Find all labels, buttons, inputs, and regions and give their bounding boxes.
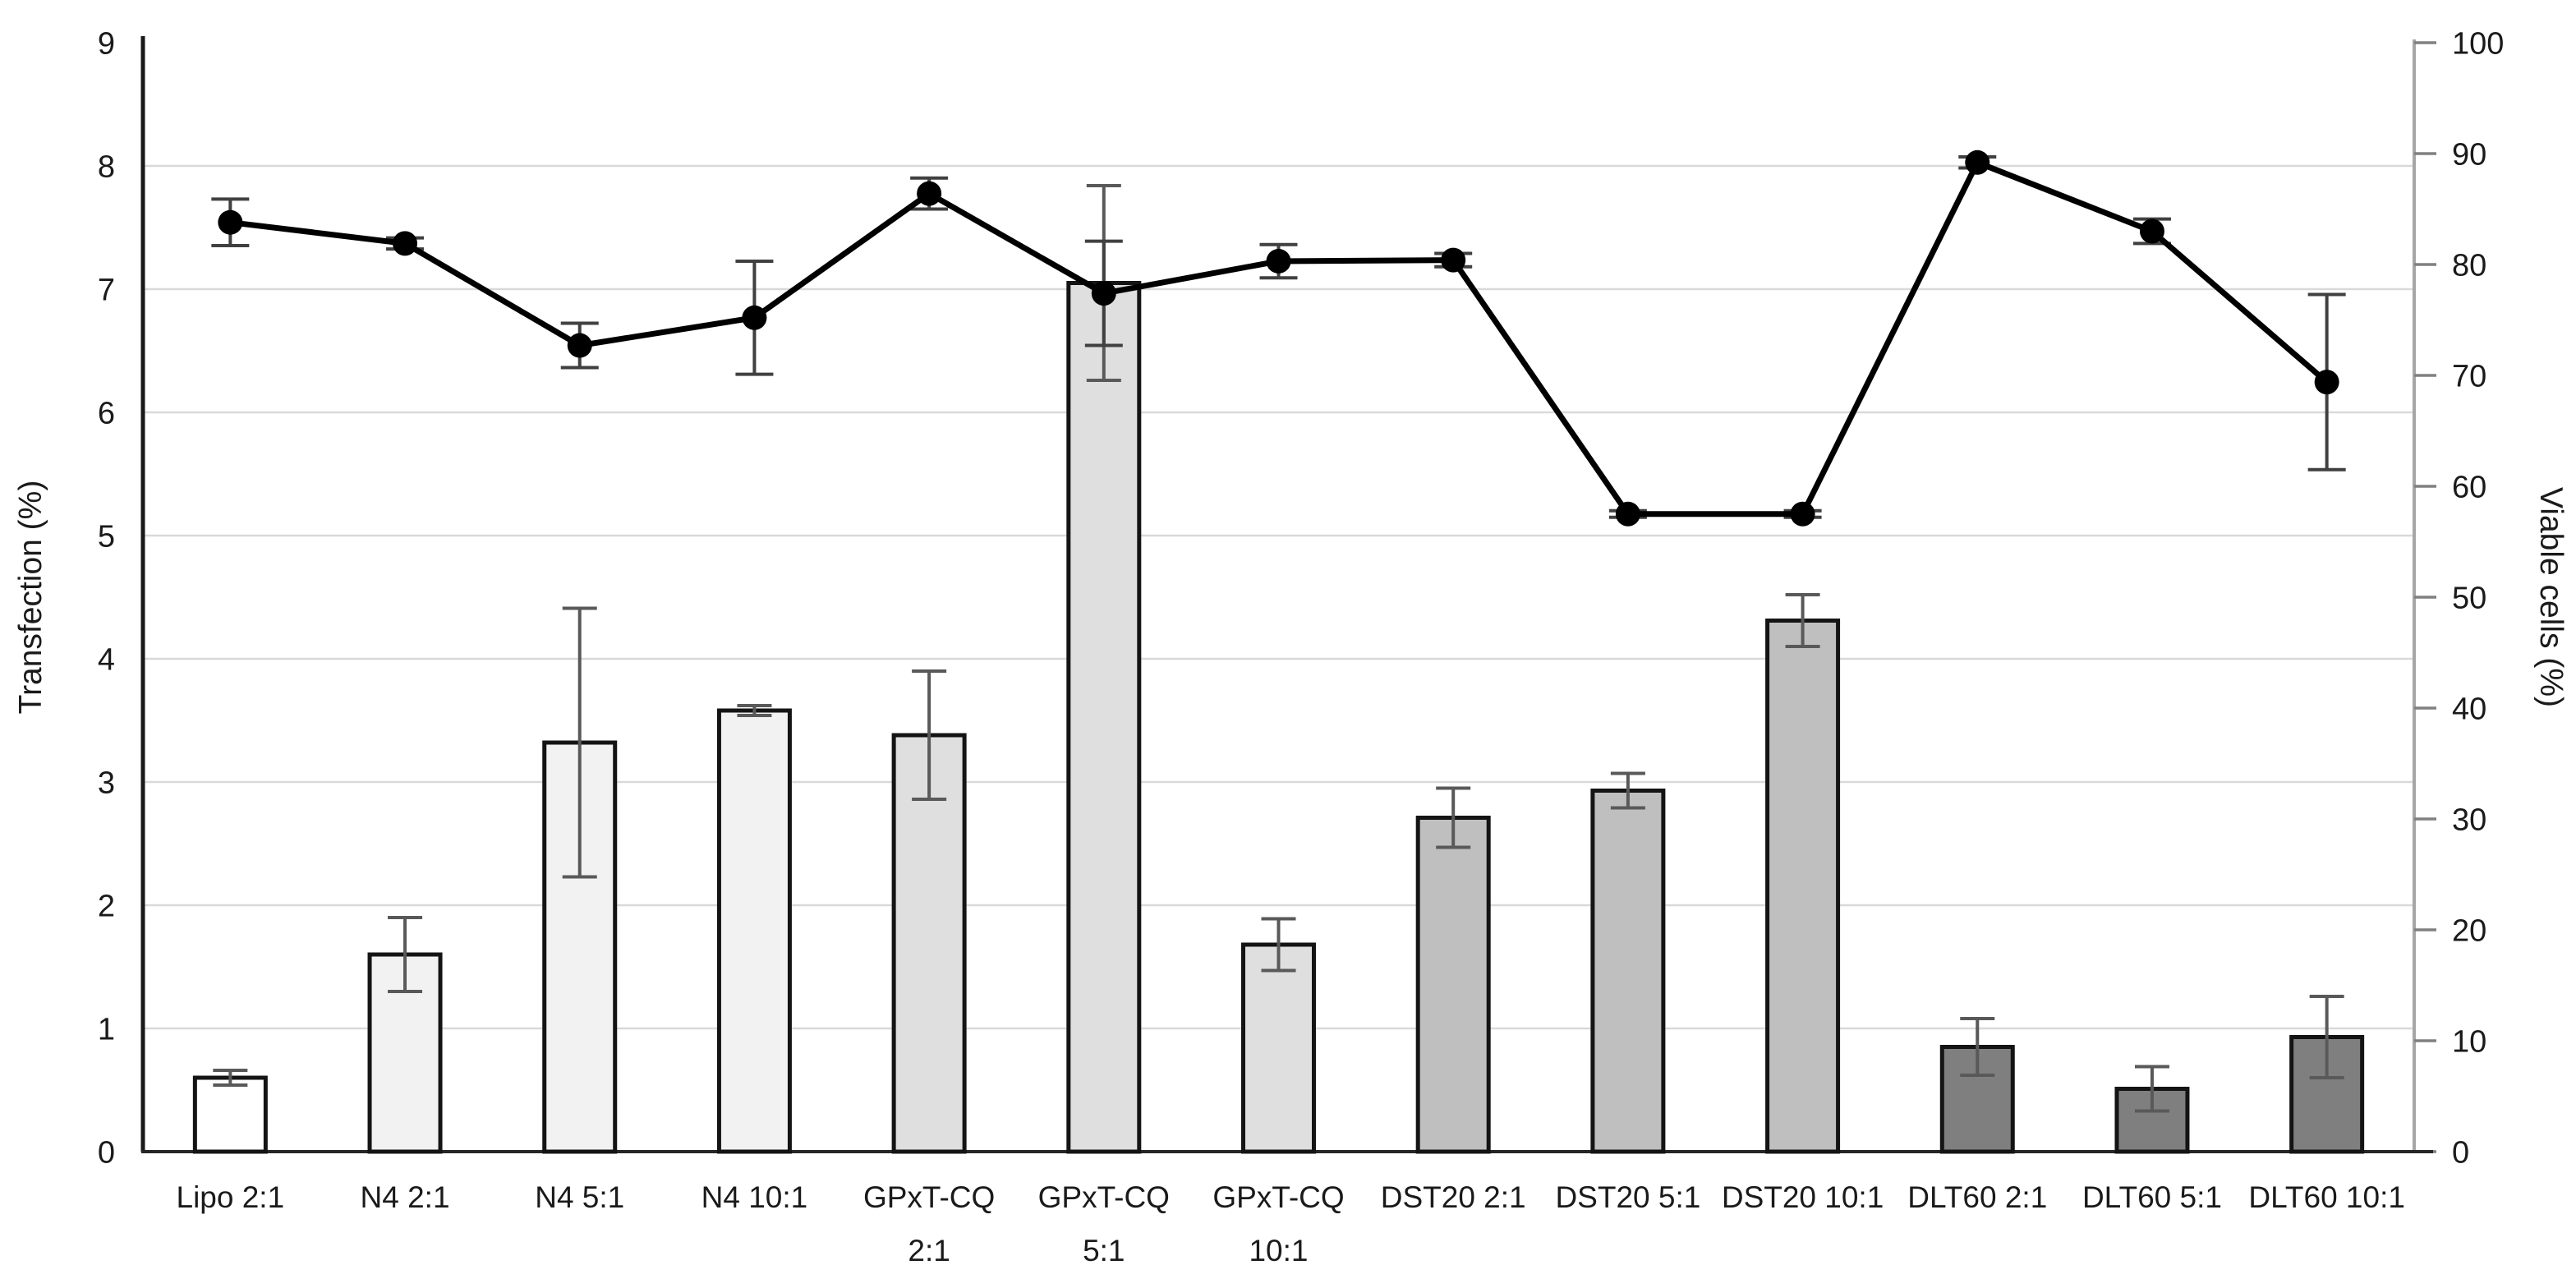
category-label-GPxT-CQ 5:1: GPxT-CQ	[1038, 1180, 1170, 1214]
category-label-GPxT-CQ 10:1: GPxT-CQ	[1212, 1180, 1344, 1214]
left-tick-label: 1	[98, 1012, 115, 1046]
left-tick-label: 5	[98, 519, 115, 554]
right-tick-label: 90	[2452, 137, 2486, 172]
left-tick-label: 7	[98, 273, 115, 307]
data-point-N4 10:1	[742, 305, 767, 330]
left-tick-label: 3	[98, 766, 115, 800]
bar-DST20 2:1	[1415, 816, 1491, 1154]
data-point-Lipo 2:1	[218, 209, 243, 235]
data-point-DLT60 2:1	[1965, 150, 1990, 175]
left-tick-label: 4	[98, 642, 115, 677]
right-tick-label: 70	[2452, 359, 2486, 393]
bar-GPxT-CQ 2:1	[891, 733, 967, 1154]
category-label-N4 2:1: N4 2:1	[361, 1180, 450, 1214]
data-point-GPxT-CQ 10:1	[1266, 248, 1291, 274]
left-tick-label: 0	[98, 1135, 115, 1170]
bar-GPxT-CQ 5:1	[1066, 281, 1142, 1154]
viable-cells-line	[229, 159, 2329, 518]
category-label-DST20 5:1: DST20 5:1	[1555, 1180, 1700, 1214]
gridline-layer	[143, 164, 2414, 1030]
category-label-DLT60 2:1: DLT60 2:1	[1907, 1180, 2047, 1214]
right-tick-label: 30	[2452, 803, 2486, 837]
left-tick-label: 6	[98, 396, 115, 430]
data-point-GPxT-CQ 2:1	[917, 181, 942, 206]
data-point-DLT60 10:1	[2314, 370, 2339, 395]
category-label-N4 5:1: N4 5:1	[535, 1180, 624, 1214]
category-label-GPxT-CQ 2:1: 2:1	[908, 1234, 950, 1267]
data-point-GPxT-CQ 5:1	[1091, 281, 1116, 306]
category-label-GPxT-CQ 2:1: GPxT-CQ	[863, 1180, 995, 1214]
category-label-DLT60 5:1: DLT60 5:1	[2082, 1180, 2222, 1214]
right-tick-label: 10	[2452, 1024, 2486, 1059]
bar-DST20 5:1	[1590, 789, 1666, 1154]
bar-DST20 10:1	[1765, 619, 1841, 1154]
category-label-DST20 2:1: DST20 2:1	[1381, 1180, 1526, 1214]
bar-N4 5:1	[542, 740, 618, 1154]
bar-GPxT-CQ 10:1	[1241, 942, 1316, 1154]
category-label-Lipo 2:1: Lipo 2:1	[177, 1180, 285, 1214]
bar-error-layer	[213, 184, 2344, 1113]
right-tick-label: 50	[2452, 581, 2486, 615]
right-tick-label: 100	[2452, 26, 2504, 61]
right-tick-label: 40	[2452, 692, 2486, 726]
data-point-N4 5:1	[567, 333, 592, 358]
right-tick-label: 20	[2452, 913, 2486, 948]
left-tick-label: 8	[98, 150, 115, 184]
category-label-layer: Lipo 2:1 N4 2:1 N4 5:1 N4 10:1 GPxT-CQ 2:1 GPx…	[177, 1180, 2405, 1267]
right-tick-label: 0	[2452, 1135, 2469, 1170]
data-point-DST20 2:1	[1441, 247, 1466, 273]
data-point-DLT60 5:1	[2139, 218, 2164, 244]
bar-Lipo 2:1	[192, 1075, 268, 1154]
category-label-GPxT-CQ 10:1: 10:1	[1249, 1234, 1308, 1267]
right-tick-label: 80	[2452, 248, 2486, 283]
right-axis-title: Viable cells (%)	[2533, 487, 2569, 707]
bar-N4 10:1	[716, 708, 792, 1154]
category-label-GPxT-CQ 5:1: 5:1	[1083, 1234, 1125, 1267]
right-tick-label: 60	[2452, 470, 2486, 504]
line-series-layer	[211, 150, 2346, 527]
data-point-DST20 10:1	[1790, 501, 1815, 527]
data-point-DST20 5:1	[1615, 501, 1640, 527]
left-axis-title: Transfection (%)	[13, 481, 48, 715]
data-point-N4 2:1	[393, 231, 418, 256]
category-label-DST20 10:1: DST20 10:1	[1722, 1180, 1884, 1214]
category-label-N4 10:1: N4 10:1	[702, 1180, 808, 1214]
left-tick-label: 2	[98, 889, 115, 923]
category-label-DLT60 10:1: DLT60 10:1	[2248, 1180, 2405, 1214]
left-tick-label: 9	[98, 26, 115, 61]
